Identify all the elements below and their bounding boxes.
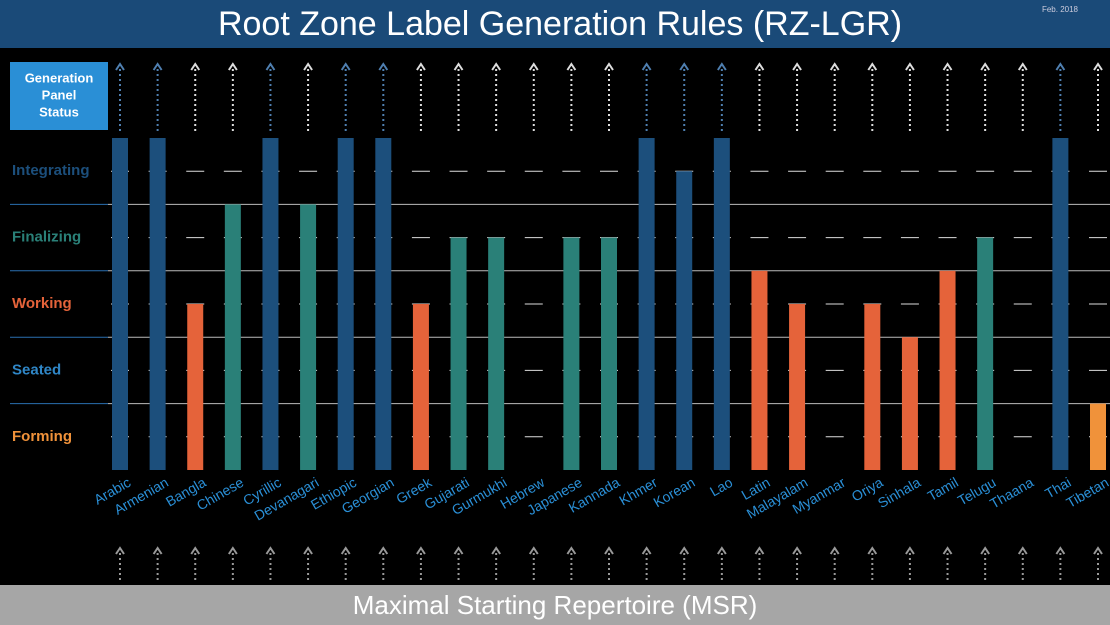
arrow-head xyxy=(378,62,389,71)
level-label: Finalizing xyxy=(12,229,81,246)
arrow-head xyxy=(528,62,539,71)
bar xyxy=(337,138,354,470)
arrow-head xyxy=(1055,62,1066,71)
arrow-head xyxy=(528,546,539,555)
arrow-head xyxy=(228,62,238,71)
arrow-head xyxy=(566,546,577,555)
arrow-head xyxy=(792,62,802,71)
arrow-head xyxy=(152,546,163,555)
arrow-head xyxy=(679,62,690,71)
date: Feb. 2018 xyxy=(1042,5,1079,14)
arrow-head xyxy=(641,546,652,555)
arrow-head xyxy=(867,62,878,71)
status-heading: Status xyxy=(39,104,79,119)
bar xyxy=(149,138,166,470)
status-heading: Generation xyxy=(25,70,94,85)
level-label: Seated xyxy=(12,361,61,378)
arrow-head xyxy=(303,546,313,555)
bar xyxy=(1052,138,1069,470)
arrow-head xyxy=(416,546,426,555)
x-tick-label: Tamil xyxy=(925,474,961,504)
x-tick-label: Lao xyxy=(707,474,735,500)
arrow-head xyxy=(453,546,464,555)
arrow-head xyxy=(867,546,878,555)
arrow-head xyxy=(453,62,464,71)
bar xyxy=(300,204,317,470)
bar xyxy=(224,204,241,470)
arrow-head xyxy=(717,546,727,555)
bar xyxy=(375,138,392,470)
bar xyxy=(262,138,279,470)
arrow-head xyxy=(115,62,125,71)
arrow-head xyxy=(1017,546,1028,555)
bar xyxy=(112,138,128,470)
level-label: Forming xyxy=(12,428,72,445)
arrow-head xyxy=(190,546,201,555)
bar xyxy=(563,237,580,470)
arrow-head xyxy=(1093,546,1103,555)
arrow-head xyxy=(942,546,953,555)
bar xyxy=(676,171,693,470)
bar xyxy=(789,304,806,470)
bar xyxy=(488,237,505,470)
arrow-head xyxy=(1055,546,1066,555)
bar xyxy=(713,138,730,470)
arrow-head xyxy=(566,62,577,71)
bar xyxy=(1090,403,1106,470)
arrow-head xyxy=(792,546,802,555)
arrow-head xyxy=(1017,62,1028,71)
arrow-head xyxy=(604,62,614,71)
bar xyxy=(187,304,204,470)
title-bar xyxy=(0,0,1110,48)
arrow-head xyxy=(641,62,652,71)
bar xyxy=(412,304,429,470)
level-label: Integrating xyxy=(12,162,90,179)
arrow-head xyxy=(228,546,238,555)
level-label: Working xyxy=(12,295,72,312)
arrow-head xyxy=(942,62,953,71)
arrow-head xyxy=(340,546,351,555)
arrow-head xyxy=(115,546,125,555)
arrow-head xyxy=(829,546,840,555)
bar xyxy=(751,270,768,470)
arrow-head xyxy=(265,62,276,71)
x-tick-label: Thaana xyxy=(987,474,1036,512)
bar xyxy=(901,337,918,470)
arrow-head xyxy=(491,62,501,71)
bar xyxy=(977,237,994,470)
arrow-head xyxy=(1093,62,1103,71)
arrow-head xyxy=(980,546,990,555)
x-tick-label: Korean xyxy=(650,474,697,510)
arrow-head xyxy=(152,62,163,71)
arrow-head xyxy=(491,546,501,555)
chart-title: Root Zone Label Generation Rules (RZ-LGR… xyxy=(218,5,902,43)
arrow-head xyxy=(754,62,765,71)
arrow-head xyxy=(717,62,727,71)
bar xyxy=(939,270,956,470)
arrow-head xyxy=(340,62,351,71)
arrow-head xyxy=(265,546,276,555)
arrow-head xyxy=(679,546,690,555)
x-tick-label: Tibetan xyxy=(1063,474,1110,511)
arrow-head xyxy=(829,62,840,71)
arrow-head xyxy=(303,62,313,71)
status-heading: Panel xyxy=(42,87,77,102)
arrow-head xyxy=(604,546,614,555)
bar xyxy=(601,237,617,470)
arrow-head xyxy=(980,62,990,71)
x-tick-label: Sinhala xyxy=(875,474,924,511)
bar xyxy=(864,304,881,470)
arrow-head xyxy=(905,546,915,555)
bar xyxy=(450,237,467,470)
bar xyxy=(638,138,655,470)
status-box xyxy=(10,62,108,130)
footer-bar xyxy=(0,585,1110,625)
footer: Maximal Starting Repertoire (MSR) xyxy=(353,590,758,620)
arrow-head xyxy=(754,546,765,555)
arrow-head xyxy=(190,62,201,71)
arrow-head xyxy=(905,62,915,71)
arrow-head xyxy=(378,546,389,555)
arrow-head xyxy=(416,62,426,71)
